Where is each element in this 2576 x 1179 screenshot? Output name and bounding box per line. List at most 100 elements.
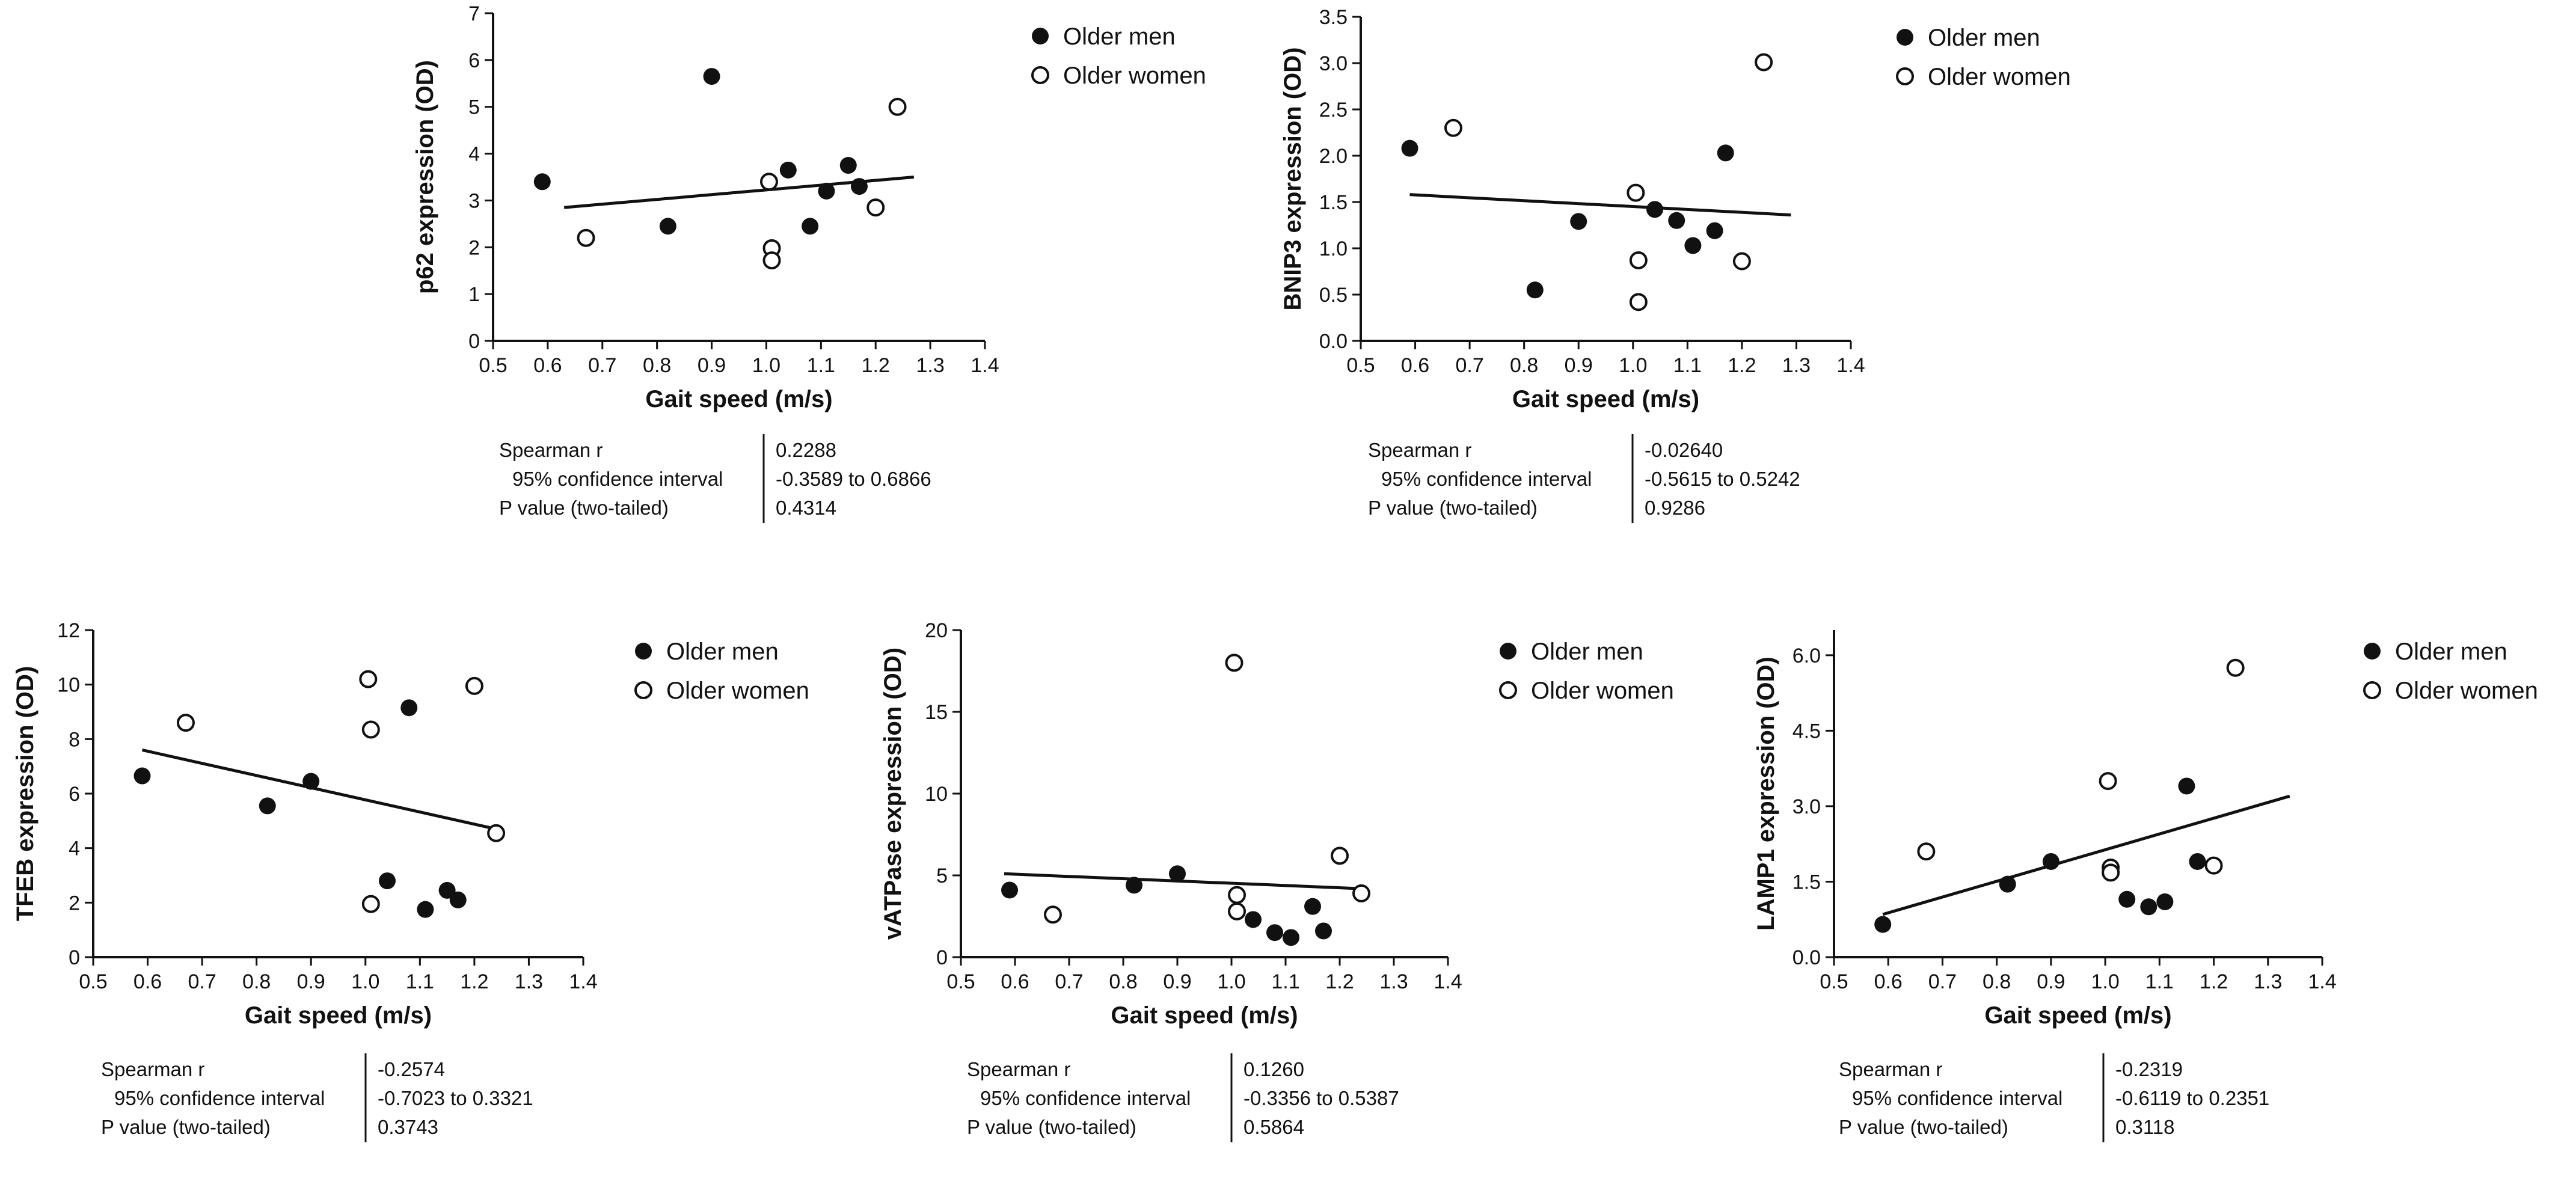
x-tick-label: 0.6 [1001, 970, 1029, 993]
data-point-men [400, 699, 418, 717]
x-tick-label: 0.6 [533, 354, 562, 377]
stats-table: Spearman r 0.2288 95% confidence interval -… [499, 434, 931, 523]
chart-panel-2: 0.5 0.6 0.7 0.8 0.9 1.0 1.1 1.2 1.3 1.40.00.51.01… [1280, 6, 2071, 523]
x-tick-label: 0.8 [1510, 354, 1538, 377]
chart-panel-3: 0.5 0.6 0.7 0.8 0.9 1.0 1.1 1.2 1.3 1.4 0 2 4 6 8 10 12 G… [12, 619, 809, 1142]
x-tick-label: 1.2 [2200, 970, 2228, 993]
data-point-women [1629, 251, 1648, 270]
legend-men-icon [1500, 643, 1516, 660]
data-point-men [1283, 929, 1299, 946]
y-tick-label: 8 [69, 728, 80, 751]
legend-women-icon [1499, 681, 1517, 699]
data-point-men [850, 178, 868, 195]
data-point-men [1706, 222, 1723, 239]
y-tick-label: 15 [925, 701, 948, 724]
y-tick-label: 3.0 [1792, 795, 1821, 818]
x-tick-label: 0.9 [698, 354, 726, 377]
data-point-women [1331, 847, 1349, 865]
stats-value: -0.3356 to 0.5387 [1244, 1087, 1399, 1109]
y-tick-label: 5 [468, 96, 480, 119]
y-tick-label: 0 [936, 946, 948, 969]
data-point-men [659, 218, 676, 235]
data-point-men [1126, 877, 1142, 894]
y-tick-label: 0 [468, 330, 480, 353]
y-tick-label: 6.0 [1792, 645, 1821, 667]
legend-men-icon [2364, 643, 2381, 660]
data-point-men [1304, 898, 1321, 915]
data-point-women [361, 895, 380, 913]
y-tick-label: 1.5 [1319, 191, 1348, 214]
legend-men-icon [635, 643, 652, 660]
data-point-men [802, 218, 819, 235]
regression-line [1882, 794, 2290, 916]
x-tick-label: 0.8 [643, 354, 671, 377]
y-axis-title: BNIP3 expression (OD) [1280, 47, 1306, 311]
data-point-men [1646, 201, 1663, 218]
legend-women-icon [2363, 681, 2381, 699]
x-tick-label: 1.0 [351, 970, 379, 993]
stats-label: Spearman r [101, 1058, 204, 1080]
stats-value: 0.4314 [776, 497, 836, 519]
x-tick-label: 0.5 [479, 354, 507, 377]
legend-men-label: Older men [1531, 638, 1643, 665]
x-tick-label: 1.4 [971, 354, 999, 377]
legend-men-label: Older men [1063, 23, 1176, 50]
x-tick-label: 0.7 [1455, 354, 1483, 377]
x-tick-label: 1.1 [807, 354, 835, 377]
data-point-men [1684, 237, 1702, 254]
y-tick-label: 1.5 [1792, 871, 1821, 893]
x-axis-title: Gait speed (m/s) [1512, 386, 1699, 412]
x-axis-title: Gait speed (m/s) [645, 386, 832, 412]
stats-table: Spearman r -0.02640 95% confidence interva… [1368, 434, 1800, 523]
y-tick-label: 6 [69, 783, 80, 806]
legend: Older men Older women [1499, 638, 1674, 704]
x-tick-label: 0.5 [1346, 354, 1375, 377]
legend: Older men Older women [1896, 25, 2071, 90]
y-tick-label: 2.5 [1319, 99, 1348, 121]
stats-table: Spearman r -0.2574 95% confidence interval… [101, 1053, 533, 1142]
data-point-men [2118, 890, 2136, 908]
stats-value: -0.02640 [1645, 439, 1723, 461]
x-tick-label: 0.7 [1055, 970, 1083, 993]
data-point-men [1570, 213, 1587, 230]
legend-women-label: Older women [2395, 678, 2538, 704]
y-tick-label: 12 [57, 619, 80, 642]
y-tick-label: 6 [468, 49, 480, 72]
data-point-women [759, 173, 778, 191]
x-tick-label: 1.4 [1836, 354, 1865, 377]
stats-value: 0.1260 [1244, 1058, 1304, 1080]
data-point-women [465, 676, 483, 695]
x-tick-label: 0.5 [1820, 970, 1848, 993]
data-point-men [1717, 144, 1734, 162]
stats-table: Spearman r -0.2319 95% confidence interval… [1839, 1053, 2269, 1142]
data-point-men [2140, 898, 2157, 916]
data-point-men [2178, 777, 2195, 795]
x-tick-label: 1.2 [862, 354, 890, 377]
regression-line [141, 749, 497, 831]
data-point-men [1999, 875, 2016, 893]
x-axis-title: Gait speed (m/s) [245, 1002, 432, 1029]
data-point-women [2226, 658, 2245, 677]
legend: Older men Older women [2363, 638, 2538, 704]
legend-men-icon [1032, 28, 1049, 44]
y-tick-label: 3.5 [1319, 6, 1348, 29]
data-point-women [1228, 886, 1246, 904]
legend: Older men Older women [1031, 23, 1206, 89]
y-tick-label: 2.0 [1319, 145, 1348, 168]
data-point-women [361, 720, 380, 739]
y-tick-label: 1 [468, 283, 480, 306]
stats-label: 95% confidence interval [980, 1087, 1191, 1109]
x-tick-label: 0.6 [133, 970, 162, 993]
data-point-men [1315, 922, 1332, 940]
stats-label: Spearman r [1368, 439, 1471, 461]
y-tick-label: 7 [468, 2, 480, 25]
data-point-women [2099, 772, 2117, 791]
stats-label: P value (two-tailed) [1368, 497, 1538, 519]
data-point-men [1245, 911, 1262, 928]
data-point-men [417, 901, 434, 918]
stats-value: -0.2574 [378, 1058, 445, 1080]
data-point-men [438, 881, 456, 899]
x-tick-label: 1.1 [1271, 970, 1299, 993]
chart-panel-4: 0.5 0.6 0.7 0.8 0.9 1.0 1.1 1.2 1.3 1.4 0 5 10 15 20 Ga… [880, 619, 1674, 1142]
